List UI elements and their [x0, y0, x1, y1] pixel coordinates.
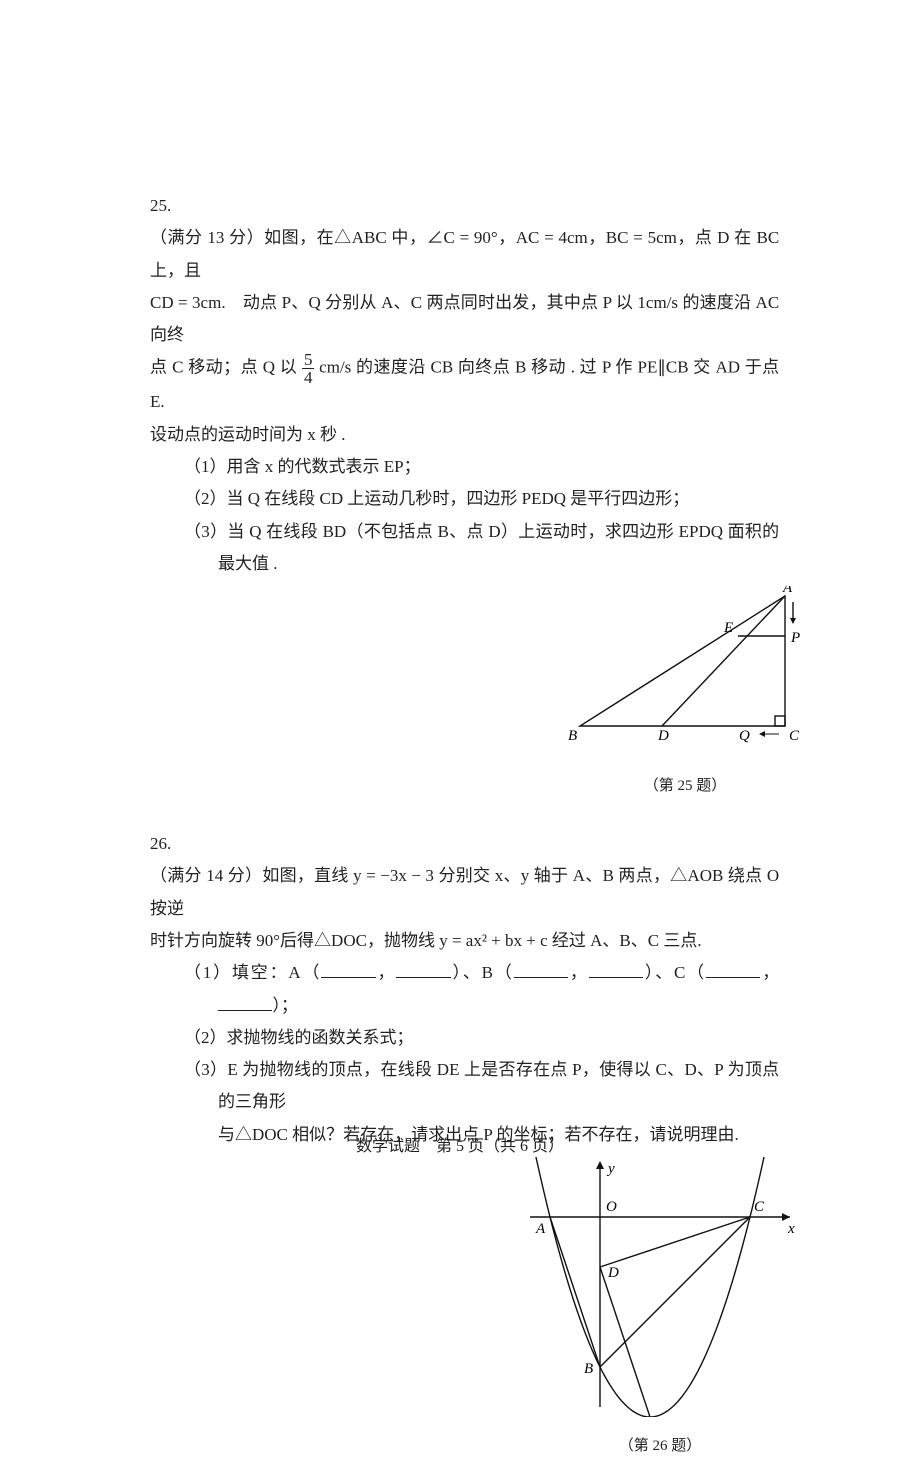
svg-text:A: A — [782, 586, 793, 596]
svg-text:E: E — [723, 620, 733, 636]
text: 时针方向旋转 90°后得△DOC，抛物线 y = ax² + bx + c 经过… — [150, 931, 702, 950]
problem-25: 25. （满分 13 分）如图，在△ABC 中，∠C = 90°，AC = 4c… — [150, 190, 820, 800]
svg-text:D: D — [657, 728, 669, 744]
fraction: 5 4 — [302, 351, 315, 386]
text: CD = 3cm. 动点 P、Q 分别从 A、C 两点同时出发，其中点 P 以 … — [150, 293, 779, 344]
figure-caption: （第 25 题） — [560, 772, 810, 801]
blank[interactable] — [706, 962, 760, 978]
subproblem-2: （2）当 Q 在线段 CD 上运动几秒时，四边形 PEDQ 是平行四边形； — [184, 483, 779, 515]
problem-body: （满分 13 分）如图，在△ABC 中，∠C = 90°，AC = 4cm，BC… — [150, 222, 779, 580]
text: 点 C 移动；点 Q 以 — [150, 358, 297, 377]
problem-number: 25. — [150, 190, 187, 222]
problem-number: 26. — [150, 828, 187, 860]
svg-text:O: O — [606, 1199, 617, 1215]
text: 设动点的运动时间为 x 秒 . — [150, 425, 346, 444]
svg-text:D: D — [607, 1265, 619, 1281]
svg-text:y: y — [606, 1161, 615, 1177]
svg-text:x: x — [787, 1221, 795, 1237]
page-footer: 数学试题 第 5 页（共 6 页） — [0, 1132, 920, 1162]
parabola-diagram: OxyABCDE — [520, 1157, 800, 1417]
figure-26: OxyABCDE （第 26 题） — [520, 1157, 800, 1461]
svg-text:B: B — [568, 728, 577, 744]
blank[interactable] — [321, 962, 375, 978]
subproblem-3: （3）当 Q 在线段 BD（不包括点 B、点 D）上运动时，求四边形 EPDQ … — [184, 516, 779, 581]
text: （满分 13 分）如图，在△ABC 中，∠C = 90°，AC = 4cm，BC… — [150, 228, 779, 279]
subproblem-1: （1）填空：A（，）、B（，）、C（，）； — [184, 957, 779, 1022]
text: （满分 14 分）如图，直线 y = −3x − 3 分别交 x、y 轴于 A、… — [150, 866, 779, 917]
problem-body: （满分 14 分）如图，直线 y = −3x − 3 分别交 x、y 轴于 A、… — [150, 860, 779, 1151]
svg-text:C: C — [754, 1199, 765, 1215]
svg-text:P: P — [790, 630, 800, 646]
figure-25: A B C D Q P E （第 25 题） — [560, 586, 810, 800]
blank[interactable] — [589, 962, 643, 978]
subproblem-1: （1）用含 x 的代数式表示 EP； — [184, 451, 779, 483]
figure-caption: （第 26 题） — [520, 1432, 800, 1461]
svg-text:B: B — [584, 1361, 593, 1377]
blank[interactable] — [218, 994, 272, 1010]
subproblem-2: （2）求抛物线的函数关系式； — [184, 1022, 779, 1054]
blank[interactable] — [514, 962, 568, 978]
svg-text:A: A — [535, 1221, 546, 1237]
svg-text:C: C — [789, 728, 800, 744]
svg-text:Q: Q — [739, 728, 750, 744]
triangle-diagram: A B C D Q P E — [560, 586, 810, 756]
blank[interactable] — [396, 962, 450, 978]
